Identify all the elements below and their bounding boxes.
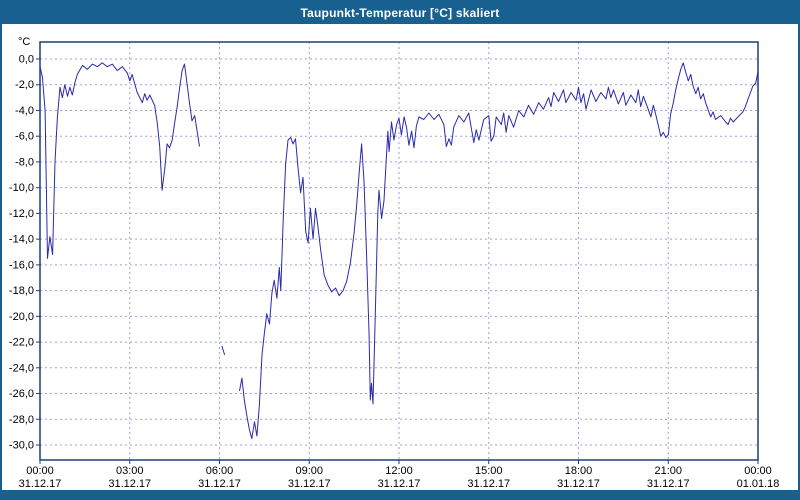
svg-text:-16,0: -16,0 <box>9 259 34 271</box>
svg-text:12:00: 12:00 <box>385 465 413 477</box>
svg-text:15:00: 15:00 <box>475 465 503 477</box>
svg-text:-28,0: -28,0 <box>9 414 34 426</box>
svg-text:-6,0: -6,0 <box>15 131 34 143</box>
y-axis-labels: 0,0 -2,0 -4,0 -6,0 -8,0 -10,0 -12,0 -14,0 -16,0 -… <box>9 54 34 452</box>
x-axis-labels: 00:0031.12.1703:0031.12.1706:0031.12.170… <box>19 465 780 490</box>
svg-text:31.12.17: 31.12.17 <box>19 478 62 490</box>
chart-title: Taupunkt-Temperatur [°C] skaliert <box>300 6 500 20</box>
y-axis-unit-label: °C <box>18 36 31 48</box>
svg-text:09:00: 09:00 <box>295 465 323 477</box>
svg-text:00:00: 00:00 <box>744 465 772 477</box>
svg-text:31.12.17: 31.12.17 <box>467 478 510 490</box>
temperature-line-chart: 0,0 -2,0 -4,0 -6,0 -8,0 -10,0 -12,0 -14,0 -16,0 -… <box>9 41 780 490</box>
svg-text:-14,0: -14,0 <box>9 234 34 246</box>
svg-text:-4,0: -4,0 <box>15 105 34 117</box>
svg-text:31.12.17: 31.12.17 <box>557 478 600 490</box>
svg-text:03:00: 03:00 <box>116 465 144 477</box>
svg-text:06:00: 06:00 <box>206 465 234 477</box>
svg-text:00:00: 00:00 <box>26 465 54 477</box>
chart-title-bar: Taupunkt-Temperatur [°C] skaliert <box>2 2 798 24</box>
svg-text:31.12.17: 31.12.17 <box>108 478 151 490</box>
svg-text:-30,0: -30,0 <box>9 440 34 452</box>
svg-text:31.12.17: 31.12.17 <box>378 478 421 490</box>
bottom-bar <box>2 490 798 498</box>
svg-text:21:00: 21:00 <box>654 465 682 477</box>
svg-text:18:00: 18:00 <box>565 465 593 477</box>
svg-text:-8,0: -8,0 <box>15 156 34 168</box>
svg-text:01.01.18: 01.01.18 <box>737 478 780 490</box>
svg-text:-12,0: -12,0 <box>9 208 34 220</box>
plot-area: °C 0,0 -2,0 -4,0 -6,0 -8,0 -10,0 -12,0 -14,0 -16… <box>2 24 798 490</box>
svg-text:31.12.17: 31.12.17 <box>647 478 690 490</box>
svg-text:-26,0: -26,0 <box>9 388 34 400</box>
svg-text:-10,0: -10,0 <box>9 182 34 194</box>
svg-text:-2,0: -2,0 <box>15 79 34 91</box>
svg-text:-22,0: -22,0 <box>9 337 34 349</box>
svg-text:31.12.17: 31.12.17 <box>288 478 331 490</box>
svg-text:0,0: 0,0 <box>19 54 34 66</box>
svg-text:31.12.17: 31.12.17 <box>198 478 241 490</box>
series-taupunkt <box>39 62 759 440</box>
axis-ticks <box>36 58 759 464</box>
svg-text:-20,0: -20,0 <box>9 311 34 323</box>
gridlines <box>40 42 758 460</box>
svg-text:-18,0: -18,0 <box>9 285 34 297</box>
svg-text:-24,0: -24,0 <box>9 362 34 374</box>
